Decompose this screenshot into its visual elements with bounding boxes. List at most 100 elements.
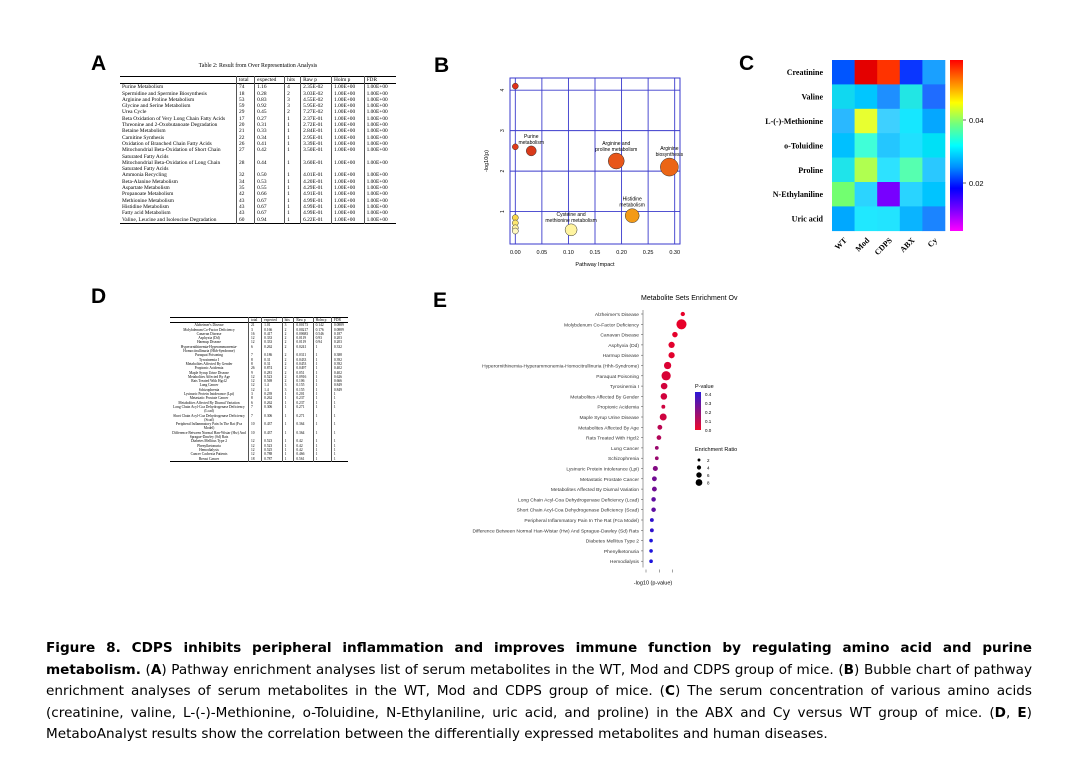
table-cell: 1 — [312, 439, 332, 444]
table-row: Canavan Disease 16 0.417 2 0.00683 0.546 0.187 — [170, 331, 348, 337]
table-row-label: Methionine Metabolism — [122, 197, 174, 204]
table-row-label: Purine Metabolism — [122, 84, 164, 91]
bubble-point — [564, 223, 578, 237]
heatmap-cell — [854, 157, 878, 183]
table-header-cell: hits — [284, 76, 301, 84]
heatmap-cell — [899, 84, 923, 110]
table-row: Metabolites Affected By Gender 8 0.31 2 0.04… — [170, 361, 348, 367]
table-cell: 3 — [284, 103, 301, 110]
table-cell: 3.50E-01 — [300, 147, 332, 160]
table-row-label: Propanoate Metabolism — [122, 191, 174, 198]
table-cell: 1.00E+00 — [331, 210, 365, 217]
category-label: Metastatic Prostate Cancer — [580, 477, 639, 483]
table-row-label: Diabetes Mellitus Type 2 — [190, 439, 228, 444]
table-cell: 2 — [281, 374, 294, 380]
table-cell: 21 — [235, 128, 255, 135]
table-cell: 0.67 — [254, 203, 285, 211]
table-cell: 0.0916 — [293, 374, 314, 380]
table-cell: 0.271 — [293, 413, 314, 423]
legend-tick-label: 4 — [707, 466, 710, 471]
heatmap-cell — [899, 60, 923, 85]
table-row-label: Aspartate Metabolism — [122, 185, 170, 192]
table-cell: 1 — [330, 404, 348, 414]
table-cell: 42 — [235, 191, 255, 198]
caption-text: ) MetaboAnalyst results show the correla… — [46, 704, 1032, 743]
colorbar-tick-label: 0.04 — [969, 116, 984, 125]
caption-text: ) The serum concentration of various ami… — [46, 683, 1032, 721]
table-row-label: Spermidine and Spermine Biosynthesis — [122, 90, 207, 97]
table-cell: 1 — [312, 379, 332, 384]
table-cell: 16 — [247, 331, 262, 337]
table-cell: 2 — [281, 353, 294, 358]
table-cell: 0.187 — [330, 331, 348, 337]
table-cell: 3 — [247, 327, 262, 332]
category-label: Tyrosinemia I — [610, 384, 639, 390]
table-cell: 12 — [247, 447, 262, 453]
table-row: Metabolites Affected By Age 12 0.523 2 0.091… — [170, 374, 348, 380]
table-header-cell: expected — [261, 317, 283, 323]
table-cell: 1.00E+00 — [331, 109, 365, 116]
colorbar — [950, 60, 963, 231]
x-tick-label: 0.00 — [510, 250, 521, 256]
table-cell: 1 — [312, 443, 332, 448]
heatmap-cell — [832, 206, 855, 232]
table-row: Peripheral Inflammatory Pain In The Rat … — [170, 422, 348, 431]
table-cell: 1.00E+00 — [331, 216, 365, 224]
table-header-cell: expected — [254, 76, 285, 84]
enrichment-point — [672, 331, 678, 338]
table-cell: 12 — [247, 379, 262, 384]
heatmap-cell — [832, 84, 855, 110]
table-cell: 0.874 — [261, 366, 283, 371]
table-cell: 20 — [235, 122, 255, 129]
table-cell: 7.27E-02 — [300, 109, 332, 116]
category-label: Harmup Disease — [603, 353, 640, 359]
enrichment-point — [663, 361, 672, 370]
category-label: Hemodialysis — [610, 559, 640, 565]
table-cell: 0.788 — [261, 452, 283, 457]
table-d: total expected hits Raw p Holm p FDR Alzheime… — [170, 317, 348, 462]
table-row-label: Beta-Alanine Metabolism — [122, 178, 178, 185]
table-cell: 26 — [235, 140, 255, 148]
table-cell: 0.0497 — [293, 366, 314, 371]
category-label: Difference Between Normal Han-Wistar (Hw… — [472, 528, 639, 534]
table-cell: 1 — [312, 374, 332, 380]
table-cell: 6 — [247, 344, 262, 354]
table-row: Arginine and Proline Metabolism 53 0.83 3 4.… — [120, 96, 396, 104]
table-cell: 1 — [281, 447, 294, 453]
heatmap-cell — [899, 157, 923, 183]
table-cell: 10 — [247, 422, 262, 431]
table-cell: 1 — [330, 452, 348, 457]
table-cell: 1 — [330, 396, 348, 401]
table-cell: 1 — [281, 452, 294, 457]
category-label: Metabolites Affected By Age — [578, 425, 639, 431]
table-cell: 1.00E+00 — [331, 197, 365, 204]
table-cell: 0.237 — [293, 396, 314, 401]
panel-label-a: A — [91, 52, 107, 75]
caption-ref-a: A — [150, 661, 162, 678]
table-cell: 0.271 — [293, 404, 314, 414]
table-row-label: Schizophrenia — [198, 387, 220, 392]
bubble-label: biosynthesis — [656, 152, 684, 158]
table-cell: 0.53 — [254, 178, 285, 186]
table-cell: 1.00E+00 — [331, 115, 365, 123]
heatmap-col-label: ABX — [898, 236, 916, 254]
table-cell: 1.00E+00 — [331, 172, 365, 179]
table-cell: 1.00E+00 — [331, 96, 365, 104]
heatmap-cell — [877, 206, 901, 232]
table-cell: 0.0119 — [293, 340, 314, 345]
table-row: Ammonia Recycling 32 0.50 1 4.01E-01 1.00E+00… — [120, 172, 396, 179]
table-cell: 0.45 — [254, 109, 285, 116]
table-cell: 2 — [281, 327, 294, 332]
table-cell: 1.00E+00 — [331, 134, 365, 141]
x-axis-label: -log10 (p-value) — [634, 581, 673, 587]
table-row: Diabetes Mellitus Type 2 12 0.523 1 0.42 1 1 — [170, 439, 348, 444]
table-row-label: Metabolites Affected By Diurnal Variatio… — [178, 400, 240, 405]
caption-ref-d: D — [994, 704, 1006, 721]
table-cell: 0.306 — [261, 404, 283, 414]
table-cell: 1.00E+00 — [363, 159, 396, 173]
table-row-label: Asphyxia (Dd) — [198, 336, 220, 341]
table-cell: 8 — [247, 357, 262, 362]
table-cell: 0.262 — [261, 400, 283, 405]
table-cell: 12 — [247, 340, 262, 345]
panel-label-e: E — [433, 289, 448, 312]
